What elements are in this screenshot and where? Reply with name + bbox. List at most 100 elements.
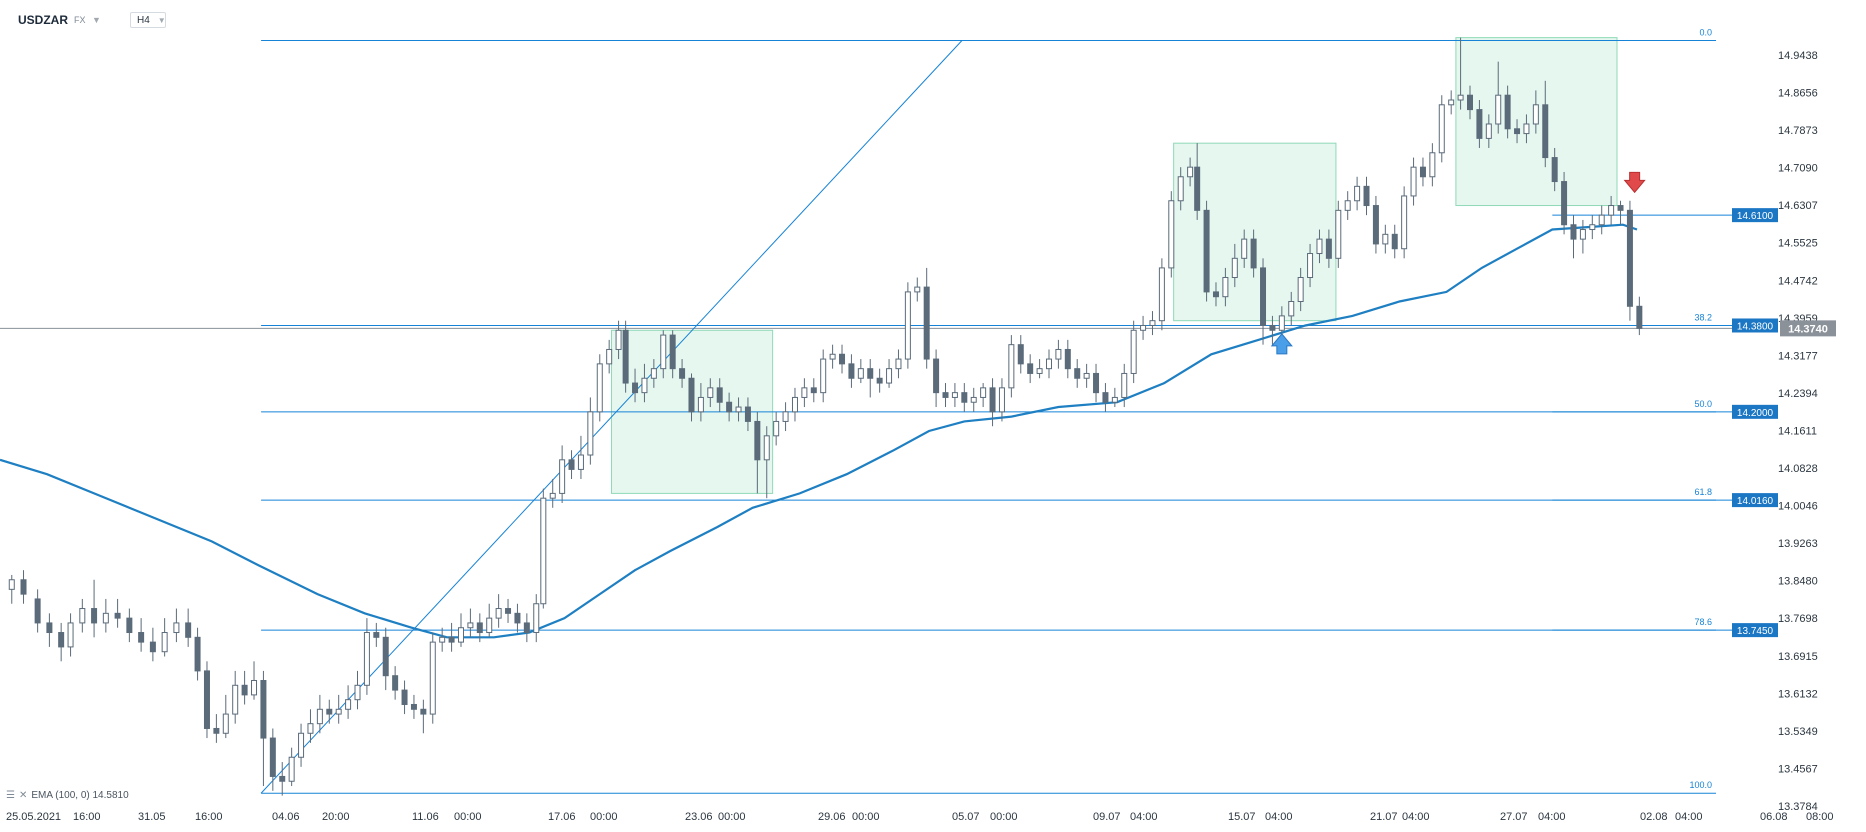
candle-body[interactable] bbox=[1008, 344, 1015, 389]
candle-body[interactable] bbox=[448, 636, 455, 643]
candle-body[interactable] bbox=[1093, 372, 1100, 394]
symbol-chevron-down-icon[interactable]: ▼ bbox=[92, 15, 101, 25]
candle-body[interactable] bbox=[568, 459, 575, 470]
candle-body[interactable] bbox=[1064, 348, 1071, 370]
level-badge[interactable] bbox=[1732, 208, 1778, 223]
candle-body[interactable] bbox=[951, 392, 958, 398]
candle-body[interactable] bbox=[829, 353, 836, 360]
candle-body[interactable] bbox=[587, 411, 594, 456]
candle-body[interactable] bbox=[707, 387, 714, 398]
candle-body[interactable] bbox=[1187, 166, 1194, 178]
candle-body[interactable] bbox=[1504, 94, 1511, 130]
candle-body[interactable] bbox=[335, 708, 342, 715]
candle-body[interactable] bbox=[1344, 200, 1351, 211]
candle-body[interactable] bbox=[679, 368, 686, 379]
candle-body[interactable] bbox=[467, 622, 474, 629]
candle-body[interactable] bbox=[1325, 238, 1332, 259]
candle-body[interactable] bbox=[1579, 229, 1586, 240]
candle-body[interactable] bbox=[1419, 166, 1426, 178]
candle-body[interactable] bbox=[876, 377, 883, 384]
candle-body[interactable] bbox=[1401, 195, 1408, 250]
candle-body[interactable] bbox=[606, 348, 613, 365]
candle-body[interactable] bbox=[867, 368, 874, 379]
candle-body[interactable] bbox=[345, 699, 352, 710]
timeframe-selector[interactable]: H4 ▼ bbox=[130, 12, 166, 28]
candle-body[interactable] bbox=[615, 329, 622, 350]
candle-body[interactable] bbox=[429, 641, 436, 715]
candle-body[interactable] bbox=[1532, 104, 1539, 125]
candle-body[interactable] bbox=[716, 387, 723, 403]
candle-body[interactable] bbox=[363, 632, 370, 686]
candle-body[interactable] bbox=[848, 363, 855, 379]
candle-body[interactable] bbox=[1102, 392, 1109, 403]
candle-body[interactable] bbox=[1410, 166, 1417, 197]
candle-body[interactable] bbox=[241, 684, 248, 696]
candle-body[interactable] bbox=[970, 396, 977, 403]
candle-body[interactable] bbox=[354, 684, 361, 701]
candle-body[interactable] bbox=[1111, 396, 1118, 403]
candle-body[interactable] bbox=[1485, 123, 1492, 139]
candle-body[interactable] bbox=[1231, 257, 1238, 279]
candle-body[interactable] bbox=[622, 329, 629, 384]
candle-body[interactable] bbox=[67, 622, 74, 648]
candle-body[interactable] bbox=[754, 420, 761, 461]
candle-body[interactable] bbox=[1551, 157, 1558, 183]
candle-body[interactable] bbox=[1168, 200, 1175, 269]
candle-body[interactable] bbox=[763, 435, 770, 461]
candle-body[interactable] bbox=[1382, 233, 1389, 245]
candle-body[interactable] bbox=[1027, 363, 1034, 374]
candle-body[interactable] bbox=[596, 363, 603, 413]
candle-body[interactable] bbox=[1354, 185, 1361, 202]
candle-body[interactable] bbox=[401, 689, 408, 705]
candle-body[interactable] bbox=[1561, 181, 1568, 226]
candle-body[interactable] bbox=[486, 617, 493, 634]
symbol-label[interactable]: USDZAR bbox=[18, 13, 68, 27]
candle-body[interactable] bbox=[316, 708, 323, 725]
candle-body[interactable] bbox=[923, 286, 930, 360]
candle-body[interactable] bbox=[1140, 324, 1147, 331]
candle-body[interactable] bbox=[495, 608, 502, 619]
candle-body[interactable] bbox=[1448, 99, 1455, 106]
candle-body[interactable] bbox=[1203, 209, 1210, 293]
candle-body[interactable] bbox=[839, 353, 846, 365]
candle-body[interactable] bbox=[102, 612, 109, 624]
candle-body[interactable] bbox=[523, 622, 530, 634]
candle-body[interactable] bbox=[373, 632, 380, 638]
candle-body[interactable] bbox=[1608, 205, 1615, 216]
candle-body[interactable] bbox=[251, 679, 258, 696]
candle-body[interactable] bbox=[1288, 300, 1295, 317]
candle-body[interactable] bbox=[46, 622, 53, 634]
candle-body[interactable] bbox=[1278, 315, 1285, 331]
candle-body[interactable] bbox=[533, 603, 540, 634]
candle-body[interactable] bbox=[307, 723, 314, 734]
candle-body[interactable] bbox=[1495, 94, 1502, 125]
candle-body[interactable] bbox=[549, 492, 556, 499]
candle-body[interactable] bbox=[1121, 372, 1128, 398]
candle-body[interactable] bbox=[203, 670, 210, 729]
candle-body[interactable] bbox=[820, 358, 827, 394]
candle-body[interactable] bbox=[410, 703, 417, 710]
candle-body[interactable] bbox=[1083, 372, 1090, 379]
consolidation-box[interactable] bbox=[1173, 142, 1337, 322]
candle-body[interactable] bbox=[1130, 329, 1137, 374]
candle-body[interactable] bbox=[222, 713, 229, 734]
candle-body[interactable] bbox=[1212, 291, 1219, 298]
sell-arrow-icon[interactable] bbox=[1623, 171, 1646, 194]
indicator-list-icon[interactable]: ☰ bbox=[6, 790, 15, 801]
candle-body[interactable] bbox=[161, 632, 168, 653]
candle-body[interactable] bbox=[288, 756, 295, 782]
candle-body[interactable] bbox=[895, 358, 902, 370]
candle-body[interactable] bbox=[1149, 320, 1156, 326]
candle-body[interactable] bbox=[1570, 224, 1577, 240]
candle-body[interactable] bbox=[1391, 233, 1398, 250]
candle-body[interactable] bbox=[457, 627, 464, 643]
candle-body[interactable] bbox=[1636, 305, 1643, 329]
candle-body[interactable] bbox=[185, 622, 192, 638]
candle-body[interactable] bbox=[114, 612, 121, 619]
candle-body[interactable] bbox=[1598, 214, 1605, 226]
candle-body[interactable] bbox=[744, 406, 751, 422]
candle-body[interactable] bbox=[1297, 277, 1304, 302]
candle-body[interactable] bbox=[279, 775, 286, 782]
candle-body[interactable] bbox=[1467, 94, 1473, 111]
candle-body[interactable] bbox=[1036, 368, 1043, 374]
